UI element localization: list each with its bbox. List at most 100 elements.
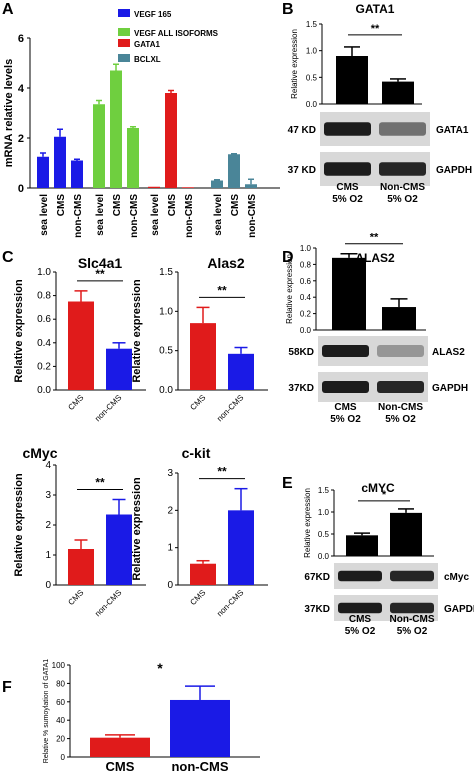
y-tick-label: 0.5 — [306, 73, 318, 82]
x-tick-label: sea level — [95, 194, 106, 236]
blot-protein-label: GAPDH — [444, 604, 474, 615]
bar-cms — [190, 323, 216, 390]
blot-band-cms — [324, 162, 371, 176]
bar-vegf-all-isoforms — [93, 104, 105, 188]
y-tick-label: 0.2 — [300, 310, 312, 319]
bar-bclxl — [245, 184, 257, 188]
x-tick-label: sea level — [213, 194, 224, 236]
x-tick-label: non-CMS — [129, 194, 140, 238]
x-tick-label: sea level — [150, 194, 161, 236]
panel-label-F: F — [2, 679, 12, 696]
y-tick-label: 100 — [52, 661, 66, 670]
bar-non-cms — [106, 514, 132, 585]
chart-C2: 0.0 0.5 1.0 1.5 Relative expression ** Alas2 CM… — [131, 255, 268, 423]
chart-title: Alas2 — [207, 255, 245, 271]
y-tick-label: 1 — [45, 550, 51, 561]
y-axis-label: Relative expression — [285, 254, 294, 324]
panel-label-D: D — [282, 249, 294, 266]
bar-non-cms — [106, 348, 132, 390]
x-tick-label: sea level — [39, 194, 50, 236]
bar-non-cms — [228, 353, 254, 390]
blot-size-label: 47 KD — [288, 125, 316, 136]
y-tick-label: 0.0 — [300, 326, 312, 335]
y-axis-label: Relative % sumoylation of GATA1 — [43, 659, 50, 764]
chart-C3: 0 1 2 3 4 Relative expression ** cMyc CMS non-CMS — [13, 445, 146, 618]
y-tick-label: 0.6 — [37, 314, 51, 325]
blot-band-cms — [324, 122, 371, 136]
y-tick-label: 4 — [45, 460, 51, 471]
bar-cms — [336, 56, 368, 104]
panel-label-C: C — [2, 249, 14, 266]
significance-marker: ** — [95, 476, 105, 490]
x-tick-label: CMS — [66, 588, 85, 607]
chart-A: 0 2 4 6 mRNA relative levels sea level CMS non-… — [3, 9, 280, 238]
blot-size-label: 67KD — [304, 572, 330, 583]
bar-gata1 — [165, 93, 177, 188]
blot-protein-label: GAPDH — [432, 383, 468, 394]
y-tick-label: 0.4 — [300, 293, 312, 302]
y-tick-label: 3 — [167, 468, 173, 479]
blot-size-label: 37KD — [288, 383, 314, 394]
bar-vegf-165 — [71, 160, 83, 188]
bar-cms — [346, 535, 378, 556]
panel-label-A: A — [2, 1, 14, 18]
bar-non-cms — [382, 307, 416, 330]
y-tick-label: 0.4 — [37, 338, 51, 349]
blot-lane-label: Non-CMS — [380, 182, 425, 193]
y-tick-label: 0.2 — [37, 361, 51, 372]
blot-band-non-cms — [379, 122, 426, 136]
significance-marker: * — [382, 489, 387, 501]
blot-lane-label: 5% O2 — [387, 194, 418, 205]
y-tick-label: 0 — [61, 753, 66, 762]
y-tick-label: 0.5 — [318, 530, 330, 539]
y-tick-label: 0.8 — [300, 260, 312, 269]
blot-protein-label: GATA1 — [436, 125, 469, 136]
blot-lane-label: 5% O2 — [332, 194, 363, 205]
blot-band-non-cms — [390, 570, 434, 582]
y-tick-label: 1.0 — [37, 267, 51, 278]
blot-size-label: 37 KD — [288, 165, 316, 176]
blot-band-non-cms — [379, 162, 426, 176]
blot-lane-label: Non-CMS — [378, 402, 423, 413]
blot-size-label: 37KD — [304, 604, 330, 615]
y-tick-label: 60 — [56, 698, 65, 707]
legend-label: BCLXL — [134, 55, 161, 64]
significance-marker: ** — [371, 23, 380, 35]
legend-label: VEGF 165 — [134, 10, 172, 19]
y-tick-label: 0.0 — [37, 385, 51, 396]
y-tick-label: 40 — [56, 716, 65, 725]
bar-bclxl — [211, 180, 223, 188]
y-axis-label: Relative expression — [290, 29, 299, 99]
bar-cms — [68, 549, 94, 585]
y-tick-label: 1.5 — [318, 486, 330, 495]
y-tick-label: 0.8 — [37, 291, 51, 302]
blot-lane-label: 5% O2 — [397, 626, 428, 637]
x-tick-label: CMS — [66, 393, 85, 412]
x-tick-label: non-CMS — [93, 393, 123, 423]
y-tick-label: 0.5 — [159, 346, 173, 357]
blot-lane-label: 5% O2 — [345, 626, 376, 637]
significance-marker: * — [157, 660, 163, 676]
blot-protein-label: GAPDH — [436, 165, 472, 176]
bar-non-cms — [382, 81, 414, 104]
x-tick-label: non-CMS — [73, 194, 84, 238]
y-tick-label: 0.0 — [159, 385, 173, 396]
bar-cms — [190, 563, 216, 585]
y-axis-label: mRNA relative levels — [3, 59, 15, 167]
panel-label-E: E — [282, 475, 293, 492]
legend-swatch — [118, 28, 130, 36]
y-tick-label: 1.5 — [159, 267, 173, 278]
y-tick-label: 4 — [18, 83, 25, 95]
y-tick-label: 0.0 — [306, 100, 318, 109]
y-tick-label: 2 — [167, 505, 173, 516]
y-axis-label: Relative expression — [131, 279, 143, 383]
x-tick-label: CMS — [188, 588, 207, 607]
chart-C4: 0 1 2 3 Relative expression ** c-kit CMS non-CMS — [131, 445, 268, 618]
legend-label: GATA1 — [134, 40, 160, 49]
y-tick-label: 6 — [18, 33, 24, 45]
panel-label-B: B — [282, 1, 294, 18]
y-tick-label: 1.5 — [306, 20, 318, 29]
